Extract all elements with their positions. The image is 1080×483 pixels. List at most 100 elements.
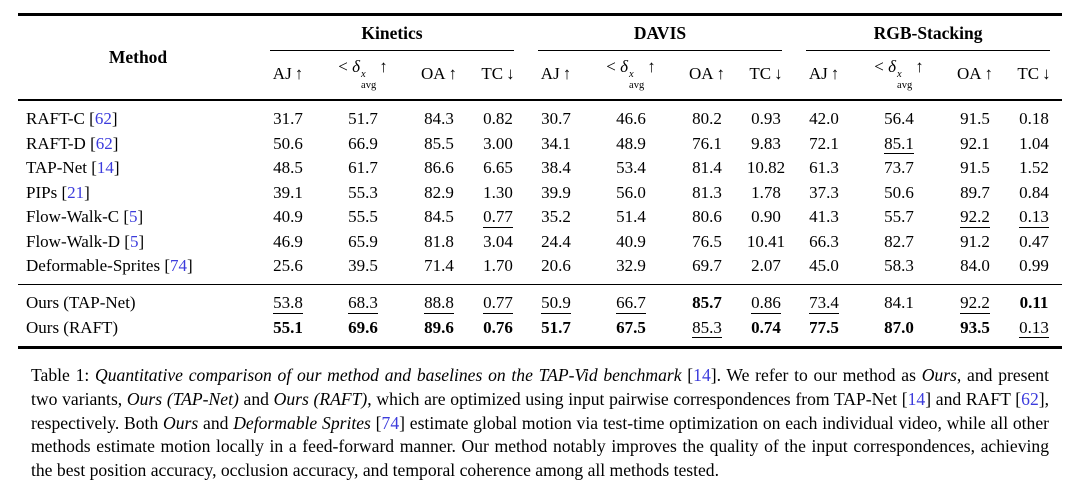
group-header-kinetics: Kinetics: [258, 15, 526, 52]
method-cell: TAP-Net [14]: [26, 158, 120, 178]
value-cell: 30.7: [541, 109, 571, 128]
value-cell: 40.9: [616, 231, 646, 251]
metric-header-oa-kinetics: OA ↑: [408, 51, 470, 101]
value-cell: 91.2: [960, 231, 990, 251]
ours-rows: Ours (TAP-Net) 53.8 68.3 88.8 0.77 50.9 66.7 85…: [18, 285, 1062, 348]
value-cell: 34.1: [541, 133, 571, 153]
metric-header-delta-x-avg-kinetics: < δ x avg ↑: [318, 51, 408, 101]
value-cell: 48.9: [616, 133, 646, 153]
value-cell: 35.2: [541, 207, 571, 227]
value-cell: 50.6: [884, 182, 914, 202]
citation-link[interactable]: 62: [95, 133, 113, 153]
value-cell: 92.2: [960, 293, 990, 314]
value-cell: 39.5: [348, 256, 378, 276]
caption-text: Ours: [163, 412, 199, 433]
value-cell: 10.82: [746, 158, 786, 178]
results-table: Method Kinetics DAVIS RGB-Stacking AJ ↑ < …: [18, 13, 1063, 349]
table-row-ours: Ours (RAFT) 55.1 69.6 89.6 0.76 51.7 67.5 85.3 0…: [18, 316, 1062, 348]
value-cell: 76.5: [692, 231, 722, 251]
value-cell: 38.4: [541, 158, 571, 178]
method-cell: RAFT-D [62]: [26, 133, 119, 153]
value-cell: 39.9: [541, 182, 571, 202]
metric-header-tc-rgb-stacking: TC ↓: [1006, 51, 1063, 101]
caption-text: , and present two variants,: [31, 364, 1049, 409]
value-cell: 46.6: [616, 109, 646, 128]
value-cell: 84.5: [424, 207, 454, 227]
caption-text: and: [238, 388, 274, 409]
value-cell: 2.07: [751, 256, 781, 276]
value-cell: 68.3: [348, 293, 378, 314]
citation-link[interactable]: 74: [381, 412, 400, 433]
value-cell: 76.1: [692, 133, 722, 153]
value-cell: 81.4: [692, 158, 722, 178]
value-cell: 10.41: [746, 231, 786, 251]
citation-link[interactable]: 62: [94, 109, 112, 128]
value-cell: 25.6: [273, 256, 303, 276]
value-cell: 51.4: [616, 207, 646, 227]
value-cell: 93.5: [960, 317, 990, 337]
value-cell: 31.7: [273, 109, 303, 128]
value-cell: 3.00: [483, 133, 513, 153]
citation-link[interactable]: 14: [907, 388, 926, 409]
value-cell: 84.0: [960, 256, 990, 276]
value-cell: 89.7: [960, 182, 990, 202]
method-column-header: Method: [18, 14, 258, 101]
table-row-baseline: Flow-Walk-C [5] 40.9 55.5 84.5 0.77 35.2 51.4 8…: [18, 205, 1062, 230]
value-cell: 61.7: [348, 158, 378, 178]
value-cell: 71.4: [424, 256, 454, 276]
citation-link[interactable]: 14: [693, 364, 711, 385]
method-cell: Deformable-Sprites [74]: [26, 256, 193, 276]
value-cell: 89.6: [424, 317, 454, 337]
value-cell: 85.1: [884, 133, 914, 155]
value-cell: 0.13: [1019, 207, 1049, 228]
caption-text: Ours (RAFT): [273, 388, 368, 409]
value-cell: 66.9: [348, 133, 378, 153]
table-row-baseline: RAFT-D [62] 50.6 66.9 85.5 3.00 34.1 48.9 76.1 9…: [18, 132, 1062, 157]
value-cell: 85.7: [692, 293, 722, 313]
value-cell: 61.3: [809, 158, 839, 178]
value-cell: 45.0: [809, 256, 839, 276]
citation-link[interactable]: 21: [67, 182, 85, 202]
value-cell: 1.30: [483, 182, 513, 202]
value-cell: 55.3: [348, 182, 378, 202]
method-cell: Ours (TAP-Net): [26, 293, 136, 313]
method-cell: RAFT-C [62]: [26, 109, 118, 128]
value-cell: 0.86: [751, 293, 781, 314]
group-header-davis: DAVIS: [526, 15, 794, 52]
value-cell: 0.13: [1019, 317, 1049, 339]
value-cell: 1.78: [751, 182, 781, 202]
citation-link[interactable]: 5: [129, 231, 139, 251]
value-cell: 42.0: [809, 109, 839, 128]
metric-header-row: AJ ↑ < δ x avg ↑ OA ↑ TC ↓ AJ ↑ < δ x avg ↑ OA ↑ TC ↓ AJ ↑ < δ…: [18, 51, 1063, 101]
value-cell: 73.7: [884, 158, 914, 178]
metric-header-aj-kinetics: AJ ↑: [258, 51, 318, 101]
citation-link[interactable]: 14: [96, 158, 114, 178]
value-cell: 84.1: [884, 293, 914, 313]
citation-link[interactable]: 5: [129, 207, 138, 227]
value-cell: 91.5: [960, 109, 990, 128]
caption-text: Deformable Sprites: [233, 412, 371, 433]
value-cell: 50.9: [541, 293, 571, 314]
value-cell: 24.4: [541, 231, 571, 251]
metric-header-oa-davis: OA ↑: [676, 51, 738, 101]
group-header-row: Method Kinetics DAVIS RGB-Stacking: [18, 14, 1062, 101]
value-cell: 67.5: [616, 317, 646, 337]
caption-text: Ours: [921, 364, 957, 385]
value-cell: 77.5: [809, 317, 839, 337]
method-cell: Flow-Walk-C [5]: [26, 207, 144, 227]
value-cell: 0.11: [1019, 293, 1049, 313]
value-cell: 20.6: [541, 256, 571, 276]
metric-header-delta-x-avg-rgb-stacking: < δ x avg ↑: [854, 51, 945, 101]
citation-link[interactable]: 74: [170, 256, 187, 276]
citation-link[interactable]: 62: [1021, 388, 1039, 409]
method-cell: Flow-Walk-D [5]: [26, 231, 145, 251]
caption-text: ]. We refer to our method as: [710, 364, 922, 385]
value-cell: 3.04: [483, 231, 513, 251]
table-row-baseline: Deformable-Sprites [74] 25.6 39.5 71.4 1.70 2…: [18, 254, 1062, 285]
value-cell: 55.5: [348, 207, 378, 227]
metric-header-aj-davis: AJ ↑: [526, 51, 586, 101]
value-cell: 80.6: [692, 207, 722, 227]
value-cell: 9.83: [751, 133, 781, 153]
value-cell: 46.9: [273, 231, 303, 251]
